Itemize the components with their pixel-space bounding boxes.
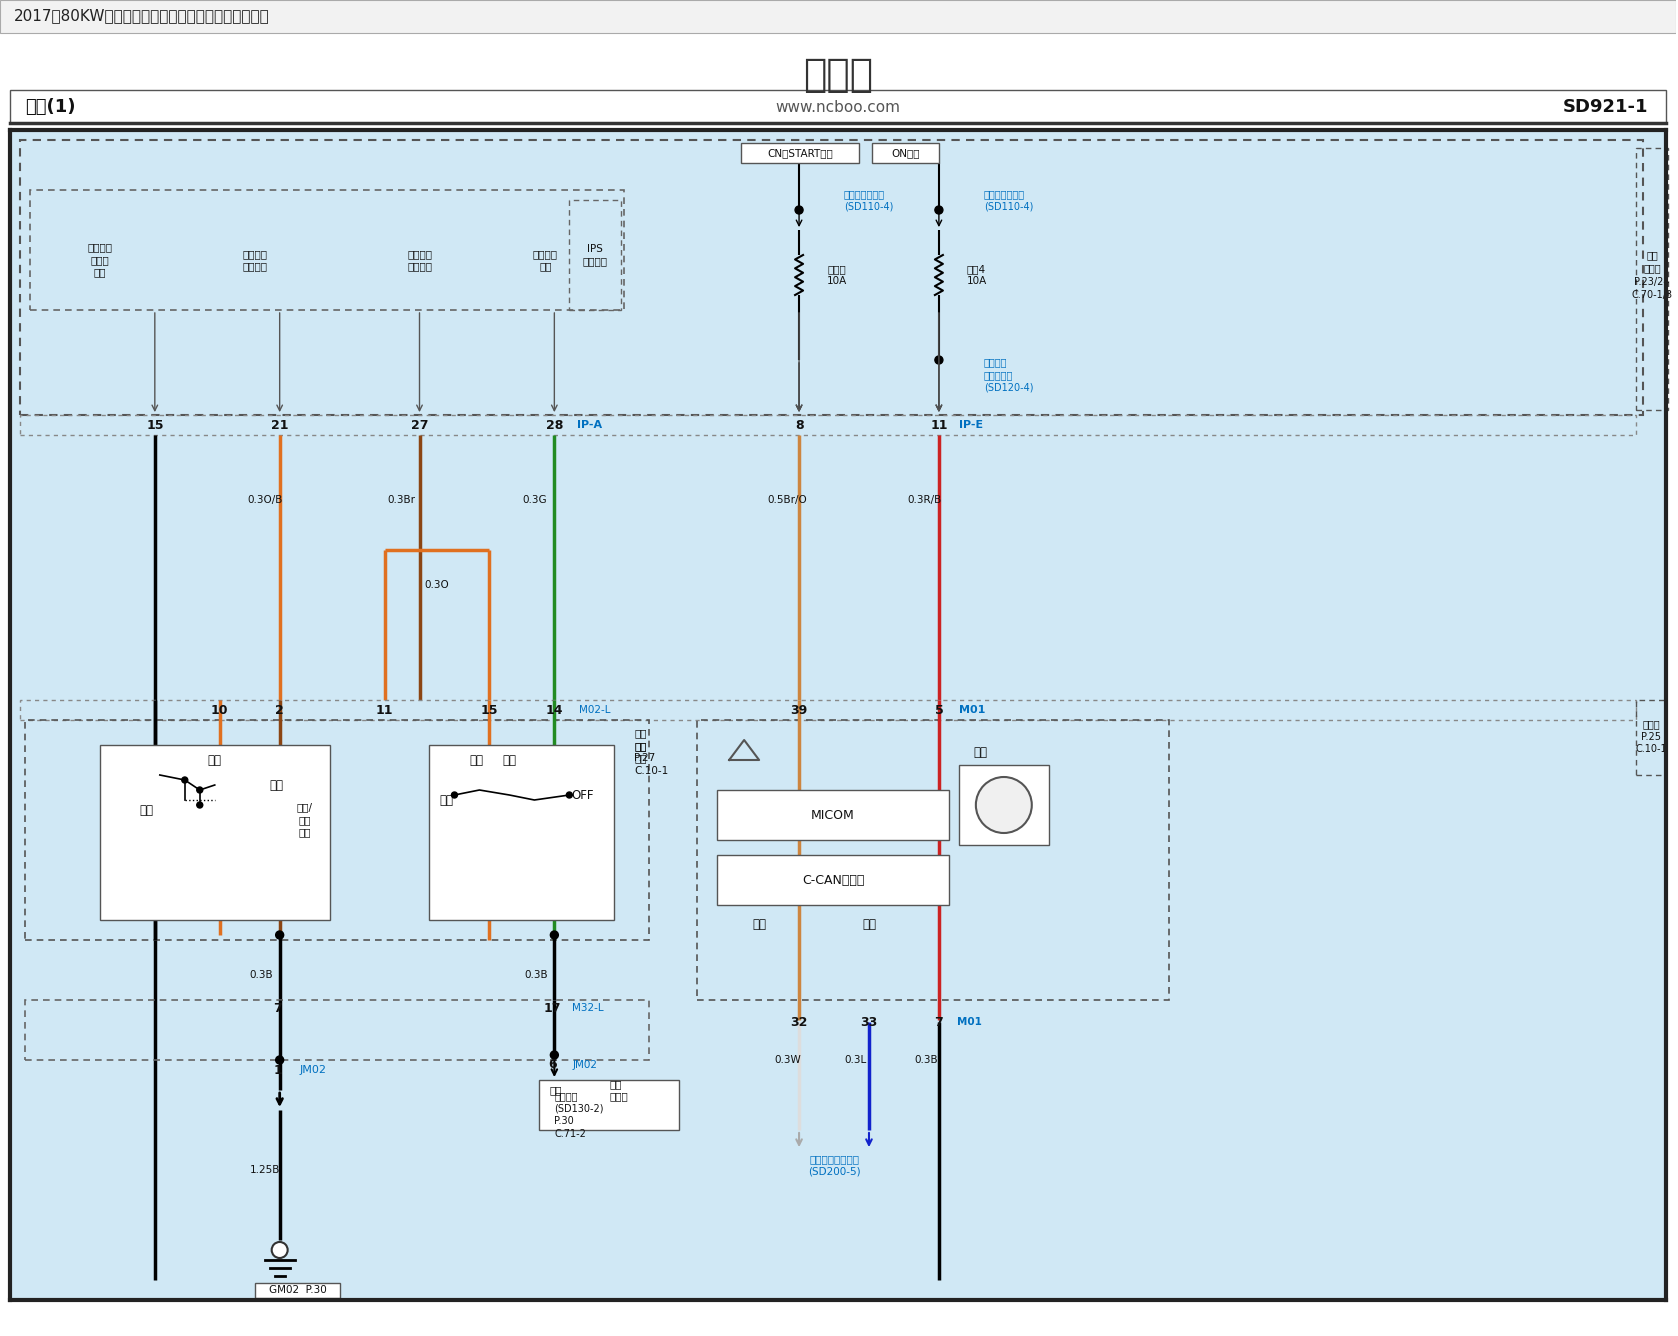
Text: M32-L: M32-L (572, 1003, 604, 1013)
Circle shape (275, 931, 284, 939)
Text: 0.3L: 0.3L (844, 1055, 866, 1065)
Text: M02-L: M02-L (579, 705, 611, 715)
Text: M01: M01 (958, 705, 985, 715)
Circle shape (550, 931, 559, 939)
Circle shape (451, 792, 458, 798)
Text: 11: 11 (930, 418, 948, 432)
Bar (20, 415, 1636, 436)
Circle shape (935, 206, 943, 214)
Text: 0.3O: 0.3O (425, 580, 448, 591)
Text: 蓄电池电源分布
(SD110-4): 蓄电池电源分布 (SD110-4) (983, 188, 1034, 211)
Text: 大灯(1): 大灯(1) (25, 98, 76, 116)
Circle shape (181, 778, 188, 783)
Text: 远光: 远光 (270, 779, 284, 791)
Text: M01: M01 (956, 1017, 982, 1027)
Bar (20, 140, 1643, 415)
Bar (717, 855, 948, 904)
Text: 0.3B: 0.3B (915, 1055, 938, 1065)
Circle shape (275, 1055, 284, 1063)
Text: 仪表盘
10A: 仪表盘 10A (827, 263, 847, 286)
Circle shape (196, 802, 203, 808)
Text: 大灯: 大灯 (440, 794, 453, 807)
Text: 8: 8 (795, 418, 804, 432)
Text: 0.5Br/O: 0.5Br/O (767, 496, 807, 505)
Text: 32: 32 (790, 1015, 807, 1029)
Text: 参考室内
保险丝分布
(SD120-4): 参考室内 保险丝分布 (SD120-4) (983, 358, 1034, 393)
Bar (30, 190, 624, 310)
Bar (25, 720, 649, 941)
Bar (430, 745, 614, 921)
Text: 6: 6 (549, 1058, 557, 1071)
Text: 牛车宝: 牛车宝 (804, 56, 873, 94)
Bar (20, 700, 1636, 720)
Text: 39: 39 (790, 704, 807, 716)
Text: 0.3O/B: 0.3O/B (248, 496, 284, 505)
Text: 28: 28 (545, 418, 564, 432)
Bar (10, 90, 1666, 123)
Bar (873, 143, 940, 163)
Bar (539, 1079, 680, 1130)
Bar (742, 143, 859, 163)
Text: 0.3G: 0.3G (522, 496, 547, 505)
Text: 远光: 远光 (752, 919, 767, 931)
Text: 27: 27 (411, 418, 428, 432)
Text: 模块4
10A: 模块4 10A (967, 263, 987, 286)
Text: 0.3R/B: 0.3R/B (906, 496, 941, 505)
Text: 熔接
连接器: 熔接 连接器 (609, 1078, 628, 1101)
Text: 近光: 近光 (973, 745, 988, 759)
Text: 0.3Br: 0.3Br (388, 496, 416, 505)
Text: 蓄电池电源分布
(SD110-4): 蓄电池电源分布 (SD110-4) (844, 188, 893, 211)
Text: 1.25B: 1.25B (250, 1165, 280, 1174)
Text: 11: 11 (376, 704, 393, 716)
Text: JM02: JM02 (572, 1059, 597, 1070)
Text: 17: 17 (544, 1002, 560, 1014)
Bar (10, 130, 1666, 1300)
Text: 2: 2 (275, 704, 284, 716)
Text: ON电源: ON电源 (891, 148, 920, 158)
Text: IP-A: IP-A (577, 420, 602, 430)
Text: SD921-1: SD921-1 (1562, 98, 1648, 116)
Text: 尾灯: 尾灯 (470, 754, 483, 767)
Circle shape (935, 355, 943, 363)
Bar (1636, 700, 1666, 775)
Text: 仪表盘
P.25
C.10-1: 仪表盘 P.25 C.10-1 (1636, 720, 1666, 755)
Text: 参考地面底盘分布
(SD200-5): 参考地面底盘分布 (SD200-5) (807, 1154, 861, 1176)
Text: 组合
开关
P.27
C.10-1: 组合 开关 P.27 C.10-1 (634, 728, 668, 776)
Text: 0.3W: 0.3W (774, 1055, 800, 1065)
Text: 2017＞80KW＞示意图＞车身电气系统＞大灯＞示意图: 2017＞80KW＞示意图＞车身电气系统＞大灯＞示意图 (13, 8, 270, 24)
Text: 5: 5 (935, 704, 943, 716)
Text: www.ncboo.com: www.ncboo.com (775, 99, 901, 115)
Circle shape (196, 787, 203, 794)
Text: 1: 1 (274, 1063, 282, 1077)
Bar (958, 766, 1049, 844)
Bar (717, 790, 948, 840)
Text: IP-E: IP-E (958, 420, 983, 430)
Text: 参考: 参考 (549, 1085, 562, 1096)
Bar (101, 745, 329, 921)
Text: 14: 14 (545, 704, 564, 716)
Text: 0.3B: 0.3B (525, 970, 549, 981)
Circle shape (567, 792, 572, 798)
Text: GM02  P.30: GM02 P.30 (268, 1285, 327, 1295)
Circle shape (795, 206, 804, 214)
Text: 超车: 超车 (139, 803, 154, 816)
Circle shape (550, 1051, 559, 1059)
Text: 近光: 近光 (862, 919, 876, 931)
Text: C-CAN收发器: C-CAN收发器 (802, 874, 864, 887)
Text: 0.3B: 0.3B (250, 970, 274, 981)
Text: MICOM: MICOM (810, 808, 854, 822)
Bar (696, 720, 1168, 1001)
Text: 近光: 近光 (208, 754, 221, 767)
Text: 大灯: 大灯 (502, 754, 517, 767)
Text: JM02: JM02 (300, 1065, 327, 1075)
Text: 10: 10 (211, 704, 228, 716)
Text: IPS
控制模块: IPS 控制模块 (582, 243, 607, 266)
Text: 33: 33 (861, 1015, 878, 1029)
Text: 大灯远光
转行灯
输出: 大灯远光 转行灯 输出 (87, 243, 112, 278)
Text: 智能
接线盒
P.23/24
C.70-1/3: 智能 接线盒 P.23/24 C.70-1/3 (1631, 250, 1673, 299)
Bar (25, 1001, 649, 1059)
Text: 熔接分布
(SD130-2)
P.30
C.71-2: 熔接分布 (SD130-2) P.30 C.71-2 (554, 1092, 604, 1138)
Text: 大灯远光
开关输入: 大灯远光 开关输入 (408, 248, 431, 271)
Text: OFF: OFF (572, 788, 594, 802)
Text: 灯光
开关: 灯光 开关 (634, 740, 646, 763)
